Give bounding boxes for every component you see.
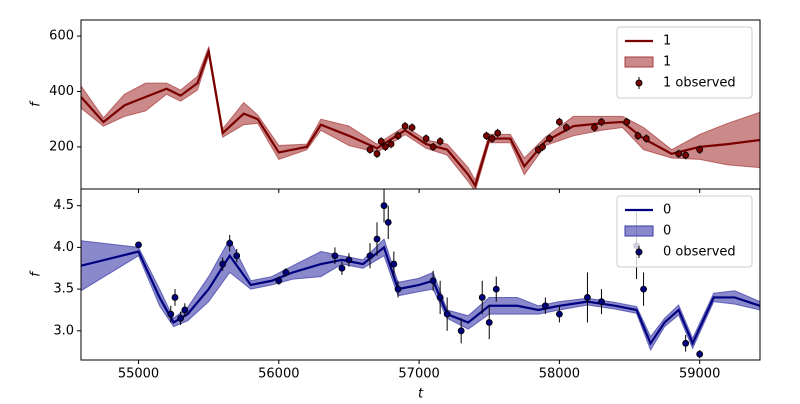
observed-point [584, 294, 591, 301]
observed-point [642, 135, 650, 142]
observed-point [675, 150, 683, 158]
y-tick-label: 400 [49, 84, 74, 99]
y-tick-label: 4.0 [53, 240, 74, 255]
observed-point [177, 314, 185, 322]
confidence-band [81, 237, 760, 352]
observed-point [394, 285, 402, 293]
x-tick-label: 59000 [679, 367, 720, 382]
observed-point [331, 252, 339, 260]
observed-point [390, 260, 398, 268]
axes-frame [80, 188, 761, 361]
observed-point [345, 256, 353, 264]
observed-point [366, 146, 374, 154]
line [81, 46, 760, 189]
x-tick-label: 56000 [258, 367, 299, 382]
observed-point [408, 124, 416, 131]
observed-point [167, 310, 175, 318]
observed-point [282, 269, 290, 276]
observed-point [429, 277, 437, 285]
observed-point [366, 252, 374, 260]
observed-point [181, 306, 189, 314]
observed-point [483, 132, 490, 140]
legend-label: 0 observed [663, 245, 736, 260]
observed-point [387, 140, 395, 148]
observed-point [457, 327, 465, 335]
observed-point [226, 239, 234, 247]
observed-point [135, 241, 142, 249]
observed-point [682, 339, 690, 347]
observed-point [384, 218, 392, 226]
observed-point [634, 132, 642, 140]
observed-point [598, 118, 605, 126]
observed-point [443, 310, 451, 318]
observed-point [563, 124, 570, 131]
legend-label: 1 [663, 34, 671, 49]
observed-point [377, 137, 385, 145]
legend-label: 1 [663, 55, 671, 70]
observed-point [591, 124, 598, 131]
observed-point [696, 350, 704, 358]
observed-point [171, 294, 179, 301]
observed-point [422, 135, 430, 142]
confidence-band [81, 45, 760, 189]
observed-point [401, 122, 409, 130]
observed-point [555, 310, 563, 318]
legend-frame [616, 26, 753, 99]
observed-point [338, 264, 346, 272]
observed-point [219, 260, 227, 268]
legend-label: 0 [663, 203, 671, 218]
x-tick-label: 55000 [118, 367, 159, 382]
observed-point [696, 146, 704, 154]
legend-frame [616, 195, 753, 268]
observed-point [382, 143, 389, 151]
x-axis-label: t [418, 387, 424, 401]
observed-point [598, 298, 605, 306]
observed-point [373, 235, 381, 243]
y-tick-label: 3.0 [53, 323, 74, 338]
legend-swatch [635, 79, 643, 87]
observed-point [485, 319, 493, 326]
observed-point [546, 135, 553, 142]
y-axis-label: f [29, 270, 44, 277]
observed-point [380, 202, 388, 210]
legend-label: 0 [663, 224, 671, 239]
observed-point [394, 132, 402, 140]
observed-point [682, 151, 690, 159]
legend: 1 1 1 observed [616, 26, 753, 99]
plot-area [81, 45, 760, 189]
x-tick-label: 58000 [539, 367, 580, 382]
observed-point [275, 277, 283, 285]
y-tick-label: 3.5 [53, 282, 74, 297]
observed-point [436, 294, 444, 301]
y-axis-label: f [29, 100, 44, 107]
observed-point [488, 135, 496, 142]
legend-swatch [624, 225, 654, 237]
x-tick-label: 57000 [398, 367, 439, 382]
observed-point [492, 285, 500, 293]
legend-swatch [635, 248, 643, 256]
observed-point [555, 118, 563, 126]
observed-point [494, 129, 502, 137]
observed-point [436, 137, 444, 145]
legend-swatch [624, 56, 654, 68]
observed-point [539, 143, 546, 151]
y-tick-label: 4.5 [53, 198, 74, 213]
observed-point [373, 150, 381, 158]
observed-point [640, 285, 647, 293]
observed-point [429, 143, 437, 151]
y-tick-label: 200 [49, 139, 74, 154]
legend-label: 1 observed [663, 76, 736, 91]
observed-point [623, 118, 631, 126]
y-tick-label: 600 [49, 29, 74, 44]
observed-point [478, 294, 486, 301]
observed-point [541, 302, 549, 310]
legend: 0 0 0 observed [616, 195, 753, 268]
observed-point [233, 252, 241, 260]
